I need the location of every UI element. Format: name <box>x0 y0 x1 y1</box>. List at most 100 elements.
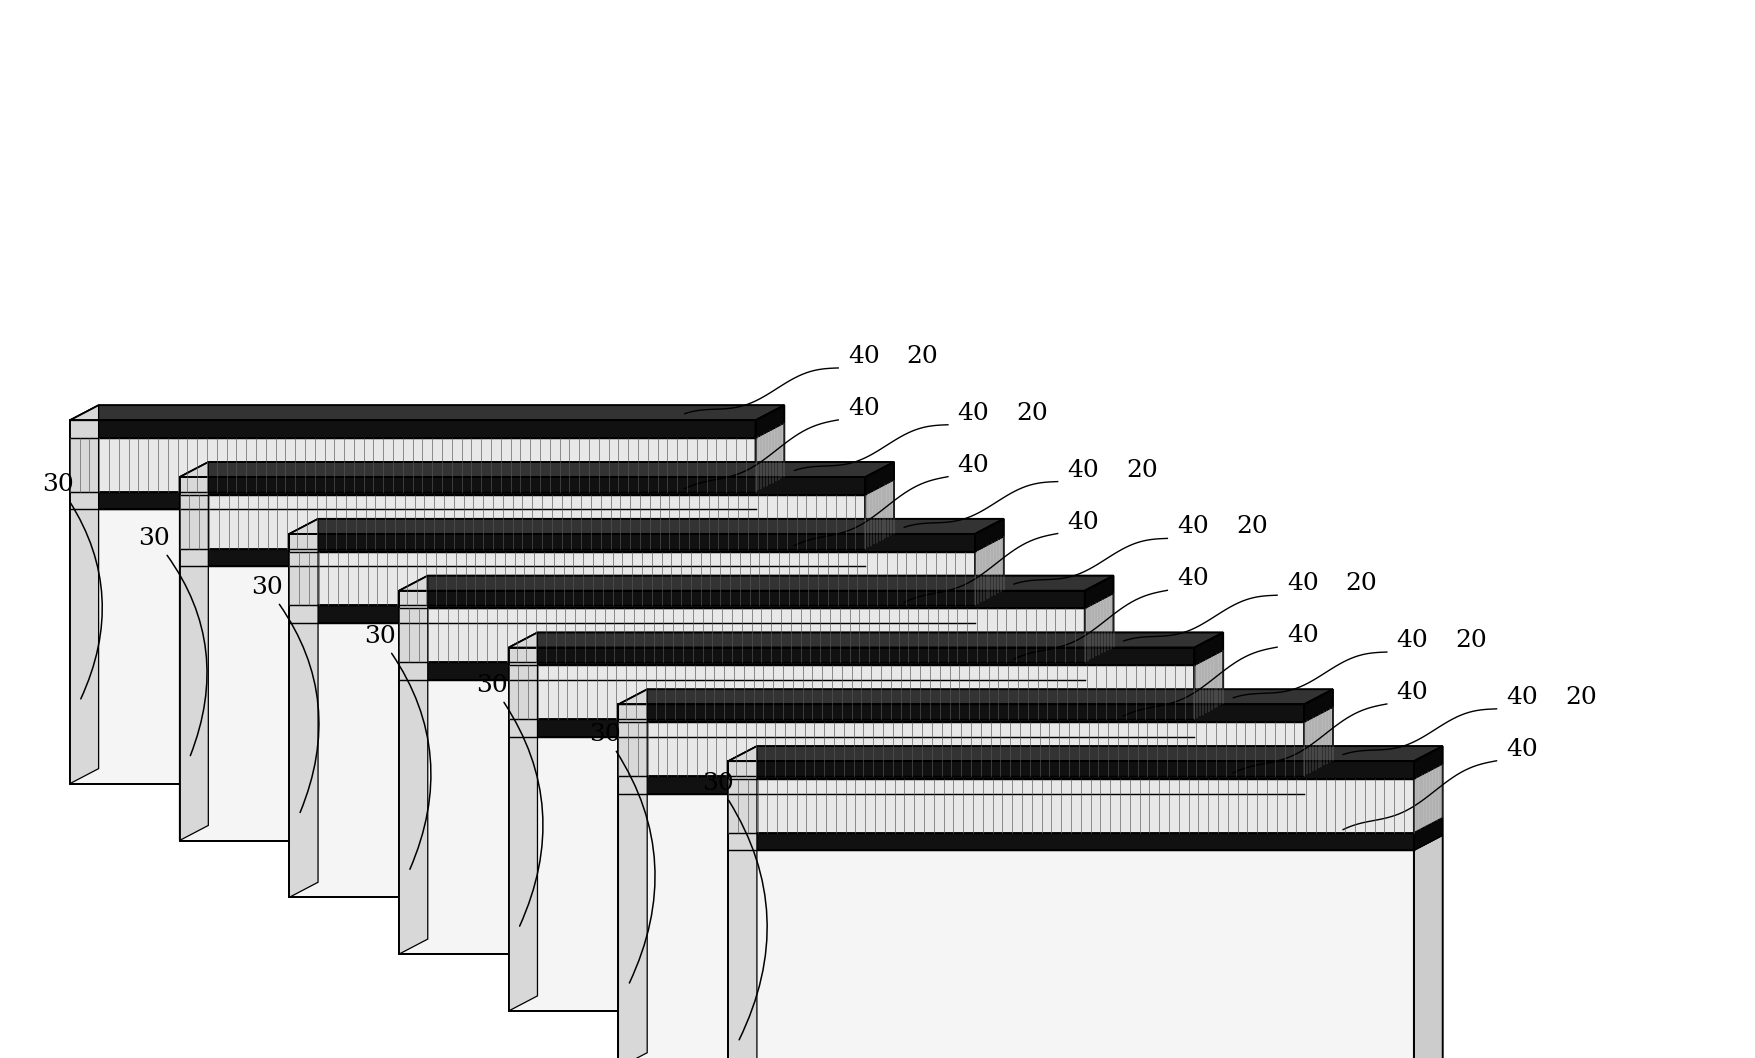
Text: 30: 30 <box>702 772 767 1040</box>
Text: 30: 30 <box>588 724 655 983</box>
Polygon shape <box>509 647 1193 665</box>
Polygon shape <box>70 477 784 492</box>
Polygon shape <box>509 704 1223 719</box>
Polygon shape <box>1304 707 1332 776</box>
Text: 20: 20 <box>1455 630 1486 652</box>
Polygon shape <box>179 495 865 549</box>
Polygon shape <box>1193 633 1223 665</box>
Polygon shape <box>70 420 755 438</box>
Polygon shape <box>290 536 1004 551</box>
Polygon shape <box>618 776 1304 794</box>
Text: 30: 30 <box>139 527 207 755</box>
Polygon shape <box>398 662 1085 680</box>
Text: 30: 30 <box>363 625 430 870</box>
Polygon shape <box>1193 722 1223 1011</box>
Polygon shape <box>398 647 1113 662</box>
Polygon shape <box>398 576 1113 590</box>
Polygon shape <box>179 462 209 840</box>
Polygon shape <box>290 605 974 623</box>
Polygon shape <box>70 405 784 420</box>
Polygon shape <box>398 576 428 954</box>
Polygon shape <box>70 438 755 492</box>
Polygon shape <box>618 689 1332 705</box>
Polygon shape <box>974 536 1004 605</box>
Polygon shape <box>70 405 98 784</box>
Polygon shape <box>398 590 1085 608</box>
Text: 40: 40 <box>1067 458 1099 481</box>
Polygon shape <box>509 650 1223 665</box>
Polygon shape <box>509 665 1193 719</box>
Polygon shape <box>865 533 893 566</box>
Polygon shape <box>290 551 974 605</box>
Polygon shape <box>1304 689 1332 722</box>
Text: 40: 40 <box>1176 567 1207 590</box>
Polygon shape <box>755 405 784 438</box>
Polygon shape <box>755 423 784 492</box>
Polygon shape <box>728 746 1443 761</box>
Text: 40: 40 <box>848 345 879 368</box>
Polygon shape <box>290 608 1004 623</box>
Polygon shape <box>1413 818 1443 851</box>
Text: 40: 40 <box>956 402 988 424</box>
Polygon shape <box>755 494 784 784</box>
Polygon shape <box>728 764 1443 779</box>
Polygon shape <box>179 477 865 495</box>
Polygon shape <box>1085 576 1113 608</box>
Text: 20: 20 <box>1564 686 1595 709</box>
Polygon shape <box>974 608 1004 897</box>
Polygon shape <box>865 551 893 840</box>
Polygon shape <box>618 705 1304 722</box>
Polygon shape <box>618 707 1332 722</box>
Polygon shape <box>509 633 537 1011</box>
Polygon shape <box>70 494 784 509</box>
Polygon shape <box>1085 664 1113 954</box>
Polygon shape <box>70 492 755 509</box>
Polygon shape <box>865 479 893 549</box>
Polygon shape <box>974 518 1004 551</box>
Polygon shape <box>1304 761 1332 794</box>
Text: 40: 40 <box>1395 630 1427 652</box>
Text: 20: 20 <box>1236 515 1267 539</box>
Polygon shape <box>398 664 1113 680</box>
Polygon shape <box>179 533 893 549</box>
Polygon shape <box>290 623 974 897</box>
Text: 40: 40 <box>1176 515 1207 539</box>
Text: 40: 40 <box>848 397 879 420</box>
Text: 20: 20 <box>1125 458 1157 481</box>
Polygon shape <box>728 779 1413 833</box>
Polygon shape <box>728 746 756 1058</box>
Polygon shape <box>179 566 865 840</box>
Polygon shape <box>179 549 865 566</box>
Text: 40: 40 <box>1506 737 1537 761</box>
Text: 20: 20 <box>1344 572 1376 596</box>
Polygon shape <box>618 761 1332 776</box>
Polygon shape <box>179 479 893 495</box>
Polygon shape <box>618 722 1304 776</box>
Polygon shape <box>1085 594 1113 662</box>
Polygon shape <box>755 477 784 509</box>
Polygon shape <box>1304 779 1332 1058</box>
Polygon shape <box>509 633 1223 647</box>
Polygon shape <box>509 722 1223 736</box>
Polygon shape <box>70 509 755 784</box>
Polygon shape <box>290 518 1004 534</box>
Text: 20: 20 <box>906 345 937 368</box>
Polygon shape <box>70 423 784 438</box>
Polygon shape <box>1413 746 1443 779</box>
Text: 20: 20 <box>1016 402 1048 424</box>
Text: 30: 30 <box>42 473 102 699</box>
Polygon shape <box>290 534 974 551</box>
Polygon shape <box>1193 704 1223 736</box>
Text: 40: 40 <box>1286 572 1318 596</box>
Polygon shape <box>1413 764 1443 833</box>
Text: 40: 40 <box>1506 686 1537 709</box>
Polygon shape <box>290 518 318 897</box>
Text: 40: 40 <box>956 454 988 477</box>
Polygon shape <box>728 835 1443 851</box>
Polygon shape <box>728 833 1413 851</box>
Text: 30: 30 <box>476 674 542 926</box>
Polygon shape <box>1413 835 1443 1058</box>
Polygon shape <box>290 590 1004 605</box>
Polygon shape <box>728 761 1413 779</box>
Polygon shape <box>618 779 1332 794</box>
